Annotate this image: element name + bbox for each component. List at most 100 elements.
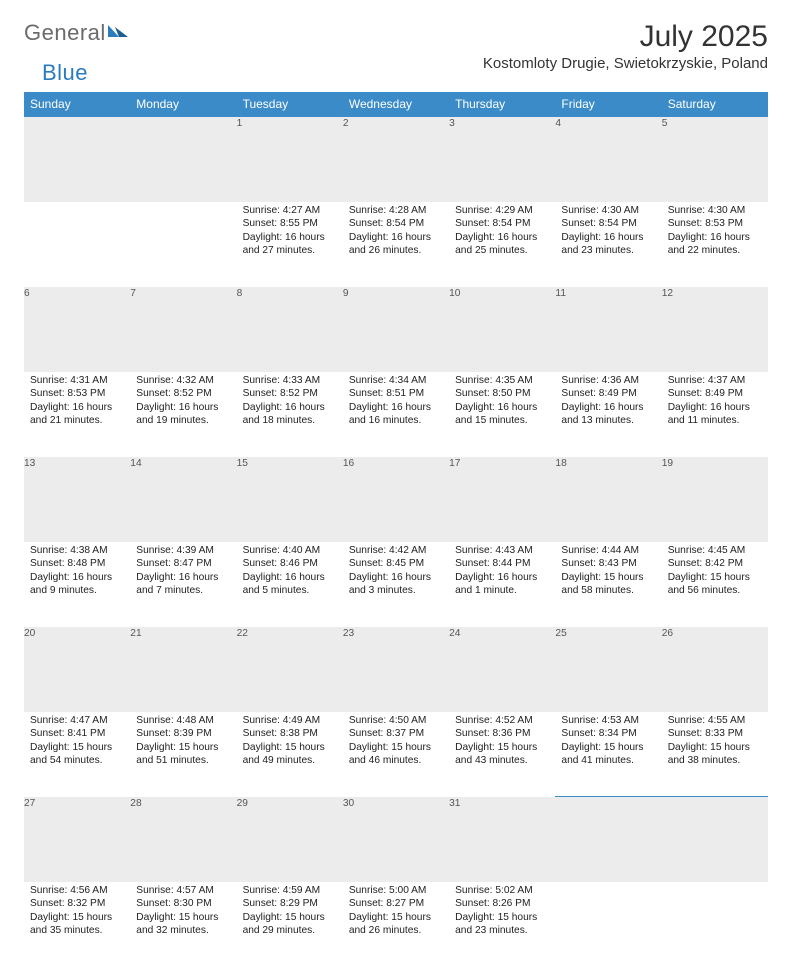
weekday-header: Wednesday [343,92,449,117]
weekday-header: Sunday [24,92,130,117]
title-block: July 2025 Kostomloty Drugie, Swietokrzys… [483,20,768,72]
day-number: 21 [130,627,236,712]
day-cell-body: Sunrise: 4:50 AMSunset: 8:37 PMDaylight:… [343,712,449,771]
day-cell-empty [130,202,236,287]
day-number: 31 [449,797,555,882]
day-cell-body: Sunrise: 5:02 AMSunset: 8:26 PMDaylight:… [449,882,555,941]
weekday-header: Monday [130,92,236,117]
day-cell-body: Sunrise: 5:00 AMSunset: 8:27 PMDaylight:… [343,882,449,941]
day-cell: Sunrise: 4:37 AMSunset: 8:49 PMDaylight:… [662,372,768,457]
day-cell-empty [662,882,768,966]
day-cell: Sunrise: 4:36 AMSunset: 8:49 PMDaylight:… [555,372,661,457]
day-cell-body: Sunrise: 4:42 AMSunset: 8:45 PMDaylight:… [343,542,449,601]
day-cell: Sunrise: 4:49 AMSunset: 8:38 PMDaylight:… [237,712,343,797]
logo: General [24,20,132,46]
week-daynum-row: 2728293031 [24,797,768,882]
day-cell-body: Sunrise: 4:35 AMSunset: 8:50 PMDaylight:… [449,372,555,431]
day-number: 28 [130,797,236,882]
weekday-header: Tuesday [237,92,343,117]
day-cell-body: Sunrise: 4:27 AMSunset: 8:55 PMDaylight:… [237,202,343,261]
day-cell: Sunrise: 4:42 AMSunset: 8:45 PMDaylight:… [343,542,449,627]
day-cell: Sunrise: 4:30 AMSunset: 8:54 PMDaylight:… [555,202,661,287]
day-number: 27 [24,797,130,882]
day-cell-body: Sunrise: 4:57 AMSunset: 8:30 PMDaylight:… [130,882,236,941]
day-cell-body: Sunrise: 4:34 AMSunset: 8:51 PMDaylight:… [343,372,449,431]
day-cell: Sunrise: 4:44 AMSunset: 8:43 PMDaylight:… [555,542,661,627]
day-cell: Sunrise: 4:43 AMSunset: 8:44 PMDaylight:… [449,542,555,627]
day-cell-body: Sunrise: 4:30 AMSunset: 8:54 PMDaylight:… [555,202,661,261]
week-content-row: Sunrise: 4:31 AMSunset: 8:53 PMDaylight:… [24,372,768,457]
day-cell: Sunrise: 4:40 AMSunset: 8:46 PMDaylight:… [237,542,343,627]
day-number-empty [662,797,768,882]
day-cell-body: Sunrise: 4:30 AMSunset: 8:53 PMDaylight:… [662,202,768,261]
day-cell: Sunrise: 4:45 AMSunset: 8:42 PMDaylight:… [662,542,768,627]
day-number: 18 [555,457,661,542]
day-cell: Sunrise: 4:27 AMSunset: 8:55 PMDaylight:… [237,202,343,287]
week-daynum-row: 20212223242526 [24,627,768,712]
week-content-row: Sunrise: 4:47 AMSunset: 8:41 PMDaylight:… [24,712,768,797]
day-number: 24 [449,627,555,712]
day-cell-body: Sunrise: 4:36 AMSunset: 8:49 PMDaylight:… [555,372,661,431]
day-number: 4 [555,117,661,202]
week-content-row: Sunrise: 4:56 AMSunset: 8:32 PMDaylight:… [24,882,768,966]
day-cell: Sunrise: 4:50 AMSunset: 8:37 PMDaylight:… [343,712,449,797]
logo-text-blue: Blue [42,60,88,86]
day-number: 16 [343,457,449,542]
day-cell: Sunrise: 4:48 AMSunset: 8:39 PMDaylight:… [130,712,236,797]
day-cell: Sunrise: 4:33 AMSunset: 8:52 PMDaylight:… [237,372,343,457]
day-cell: Sunrise: 4:53 AMSunset: 8:34 PMDaylight:… [555,712,661,797]
day-cell: Sunrise: 4:59 AMSunset: 8:29 PMDaylight:… [237,882,343,966]
day-number: 25 [555,627,661,712]
day-cell: Sunrise: 4:57 AMSunset: 8:30 PMDaylight:… [130,882,236,966]
month-title: July 2025 [483,20,768,53]
day-number-empty [555,797,661,882]
day-cell-body: Sunrise: 4:38 AMSunset: 8:48 PMDaylight:… [24,542,130,601]
day-cell-body: Sunrise: 4:29 AMSunset: 8:54 PMDaylight:… [449,202,555,261]
location: Kostomloty Drugie, Swietokrzyskie, Polan… [483,55,768,72]
day-cell-body: Sunrise: 4:49 AMSunset: 8:38 PMDaylight:… [237,712,343,771]
day-number: 10 [449,287,555,372]
day-cell: Sunrise: 4:28 AMSunset: 8:54 PMDaylight:… [343,202,449,287]
day-cell-body: Sunrise: 4:37 AMSunset: 8:49 PMDaylight:… [662,372,768,431]
day-number: 5 [662,117,768,202]
day-number: 3 [449,117,555,202]
day-cell-body: Sunrise: 4:33 AMSunset: 8:52 PMDaylight:… [237,372,343,431]
logo-text-general: General [24,20,106,46]
day-cell-body: Sunrise: 4:40 AMSunset: 8:46 PMDaylight:… [237,542,343,601]
day-cell: Sunrise: 4:31 AMSunset: 8:53 PMDaylight:… [24,372,130,457]
day-number: 7 [130,287,236,372]
day-cell-body: Sunrise: 4:56 AMSunset: 8:32 PMDaylight:… [24,882,130,941]
day-cell-body: Sunrise: 4:28 AMSunset: 8:54 PMDaylight:… [343,202,449,261]
day-number: 11 [555,287,661,372]
day-cell-body: Sunrise: 4:43 AMSunset: 8:44 PMDaylight:… [449,542,555,601]
day-cell-body: Sunrise: 4:53 AMSunset: 8:34 PMDaylight:… [555,712,661,771]
day-cell: Sunrise: 4:35 AMSunset: 8:50 PMDaylight:… [449,372,555,457]
day-number: 1 [237,117,343,202]
day-cell-body: Sunrise: 4:31 AMSunset: 8:53 PMDaylight:… [24,372,130,431]
day-number: 6 [24,287,130,372]
day-cell: Sunrise: 4:56 AMSunset: 8:32 PMDaylight:… [24,882,130,966]
weekday-header: Friday [555,92,661,117]
day-number: 29 [237,797,343,882]
day-cell: Sunrise: 4:32 AMSunset: 8:52 PMDaylight:… [130,372,236,457]
day-number: 15 [237,457,343,542]
day-cell-body: Sunrise: 4:59 AMSunset: 8:29 PMDaylight:… [237,882,343,941]
calendar-table: Sunday Monday Tuesday Wednesday Thursday… [24,92,768,966]
week-daynum-row: 12345 [24,117,768,202]
week-daynum-row: 6789101112 [24,287,768,372]
day-cell: Sunrise: 4:47 AMSunset: 8:41 PMDaylight:… [24,712,130,797]
day-number: 17 [449,457,555,542]
day-number: 14 [130,457,236,542]
weekday-header: Thursday [449,92,555,117]
day-cell-empty [555,882,661,966]
day-number: 12 [662,287,768,372]
logo-icon [108,20,130,46]
day-number: 22 [237,627,343,712]
day-number: 30 [343,797,449,882]
day-cell-body: Sunrise: 4:48 AMSunset: 8:39 PMDaylight:… [130,712,236,771]
weekday-header-row: Sunday Monday Tuesday Wednesday Thursday… [24,92,768,117]
day-cell: Sunrise: 4:29 AMSunset: 8:54 PMDaylight:… [449,202,555,287]
day-cell-body: Sunrise: 4:45 AMSunset: 8:42 PMDaylight:… [662,542,768,601]
day-cell: Sunrise: 4:30 AMSunset: 8:53 PMDaylight:… [662,202,768,287]
day-number: 19 [662,457,768,542]
